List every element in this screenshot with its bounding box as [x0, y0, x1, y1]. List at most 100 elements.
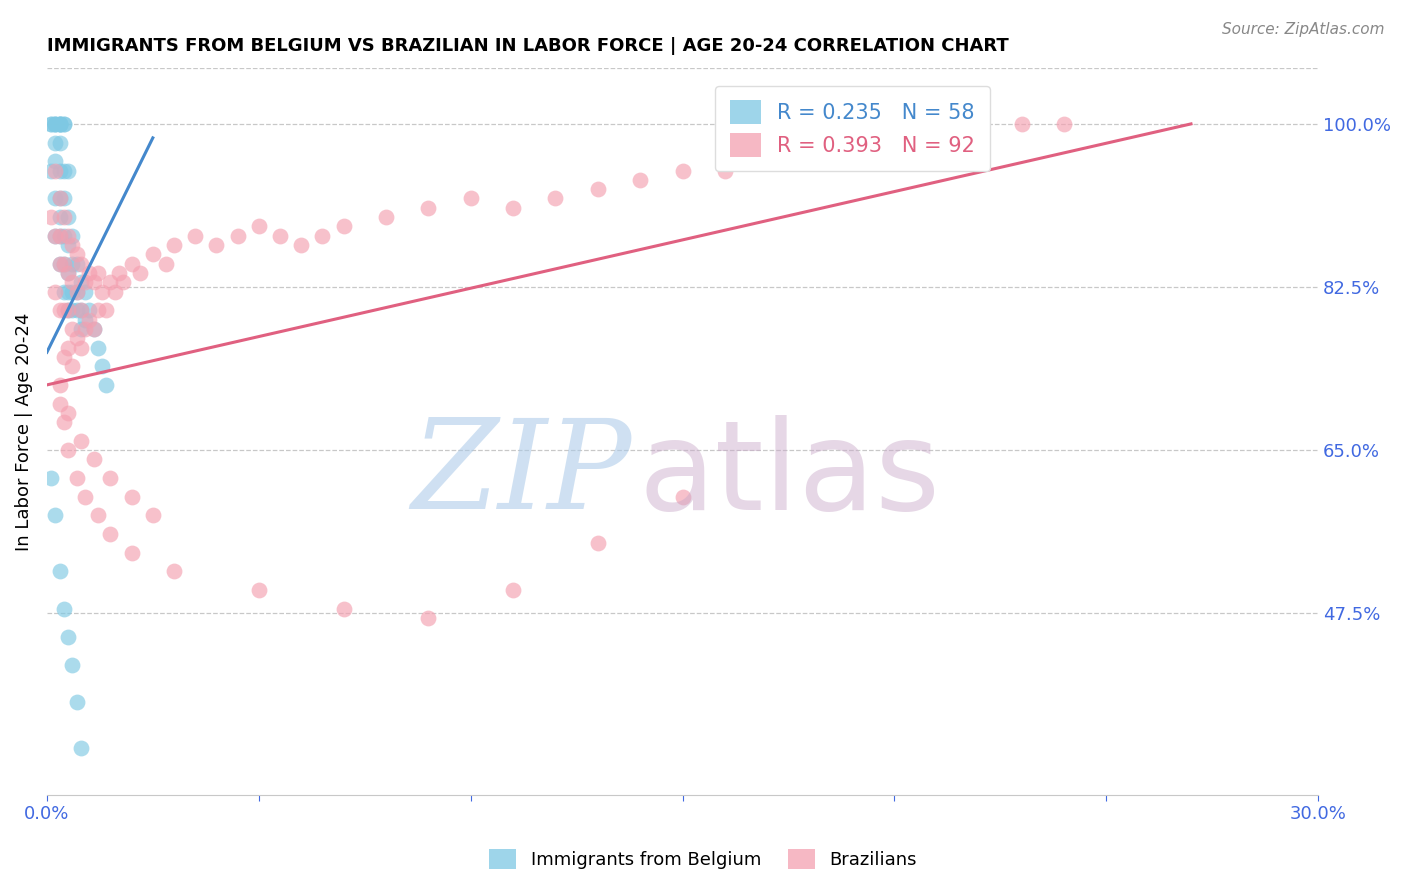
Point — [96, 303, 118, 318]
Point — [91, 285, 114, 299]
Point — [56, 303, 79, 318]
Point — [56, 443, 79, 458]
Point — [69, 303, 91, 318]
Point — [56, 210, 79, 224]
Legend: Immigrants from Belgium, Brazilians: Immigrants from Belgium, Brazilians — [479, 839, 927, 879]
Point — [77, 266, 100, 280]
Point — [48, 396, 70, 410]
Point — [69, 434, 91, 448]
Point — [39, 117, 62, 131]
Point — [100, 471, 122, 485]
Point — [60, 657, 83, 672]
Point — [65, 695, 87, 709]
Point — [69, 303, 91, 318]
Point — [52, 192, 75, 206]
Point — [56, 238, 79, 252]
Point — [48, 117, 70, 131]
Point — [87, 341, 110, 355]
Point — [87, 266, 110, 280]
Text: atlas: atlas — [638, 415, 941, 535]
Point — [73, 322, 96, 336]
Y-axis label: In Labor Force | Age 20-24: In Labor Force | Age 20-24 — [15, 312, 32, 550]
Point — [52, 163, 75, 178]
Point — [121, 257, 143, 271]
Point — [44, 117, 66, 131]
Point — [142, 247, 165, 261]
Point — [60, 257, 83, 271]
Point — [96, 378, 118, 392]
Point — [65, 285, 87, 299]
Point — [48, 117, 70, 131]
Point — [502, 582, 524, 597]
Point — [52, 257, 75, 271]
Point — [247, 582, 270, 597]
Point — [39, 471, 62, 485]
Point — [184, 228, 207, 243]
Point — [69, 741, 91, 756]
Point — [65, 331, 87, 345]
Point — [163, 565, 186, 579]
Text: ZIP: ZIP — [412, 415, 631, 536]
Point — [60, 303, 83, 318]
Point — [73, 276, 96, 290]
Point — [48, 117, 70, 131]
Point — [44, 163, 66, 178]
Point — [60, 276, 83, 290]
Point — [65, 471, 87, 485]
Point — [44, 192, 66, 206]
Point — [56, 266, 79, 280]
Point — [73, 285, 96, 299]
Point — [714, 163, 737, 178]
Point — [65, 247, 87, 261]
Point — [56, 163, 79, 178]
Point — [52, 117, 75, 131]
Point — [1011, 117, 1033, 131]
Point — [52, 228, 75, 243]
Point — [112, 276, 135, 290]
Point — [374, 210, 396, 224]
Point — [460, 192, 482, 206]
Point — [56, 228, 79, 243]
Point — [73, 312, 96, 326]
Point — [65, 257, 87, 271]
Point — [52, 350, 75, 364]
Point — [121, 546, 143, 560]
Point — [39, 117, 62, 131]
Point — [100, 276, 122, 290]
Point — [52, 303, 75, 318]
Point — [925, 126, 948, 140]
Point — [60, 285, 83, 299]
Point — [48, 228, 70, 243]
Point — [1053, 117, 1076, 131]
Point — [73, 490, 96, 504]
Point — [269, 228, 291, 243]
Point — [87, 508, 110, 523]
Point — [44, 228, 66, 243]
Point — [52, 601, 75, 615]
Point — [756, 154, 779, 169]
Text: IMMIGRANTS FROM BELGIUM VS BRAZILIAN IN LABOR FORCE | AGE 20-24 CORRELATION CHAR: IMMIGRANTS FROM BELGIUM VS BRAZILIAN IN … — [46, 37, 1008, 55]
Point — [48, 117, 70, 131]
Point — [104, 285, 127, 299]
Point — [56, 303, 79, 318]
Point — [100, 527, 122, 541]
Point — [44, 228, 66, 243]
Point — [69, 322, 91, 336]
Point — [48, 303, 70, 318]
Point — [48, 228, 70, 243]
Point — [91, 359, 114, 374]
Point — [290, 238, 312, 252]
Point — [799, 145, 821, 159]
Point — [163, 238, 186, 252]
Point — [671, 490, 693, 504]
Point — [48, 378, 70, 392]
Point — [544, 192, 567, 206]
Point — [142, 508, 165, 523]
Point — [69, 276, 91, 290]
Point — [48, 192, 70, 206]
Point — [52, 210, 75, 224]
Point — [56, 266, 79, 280]
Point — [87, 303, 110, 318]
Point — [39, 163, 62, 178]
Point — [48, 257, 70, 271]
